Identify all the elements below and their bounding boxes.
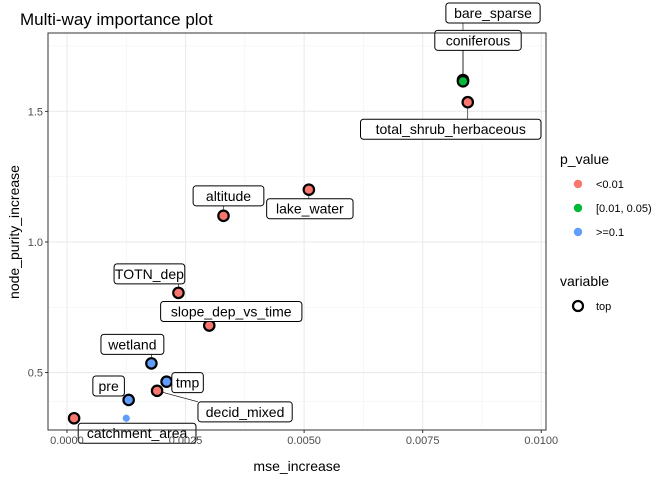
legend-color-title: p_value	[560, 151, 609, 167]
data-point	[150, 384, 164, 398]
point-label-box	[360, 118, 542, 140]
point-label-box	[445, 2, 541, 24]
point-label-box	[100, 333, 165, 355]
data-point	[122, 414, 130, 422]
label-connector	[157, 390, 199, 403]
x-tick-label: 0.0000	[50, 435, 84, 447]
y-axis-title: node_purity_increase	[6, 165, 22, 299]
point-label: lake_water	[276, 201, 344, 217]
point-label: tmp	[176, 375, 200, 391]
point-labels: bare_sparse coniferous total_shrub_herbace…	[77, 2, 542, 444]
data-points	[67, 73, 475, 425]
major-gridlines	[48, 33, 546, 430]
x-tick-label: 0.0100	[524, 435, 558, 447]
point-label: decid_mixed	[206, 404, 285, 420]
point-label: pre	[99, 378, 119, 394]
legend-color-label: >=0.1	[596, 227, 624, 239]
point-label-box	[160, 301, 303, 323]
point-label-box	[92, 375, 125, 397]
legend-color-key	[573, 179, 583, 189]
point-label-box	[266, 198, 354, 220]
panel-border	[47, 32, 547, 431]
data-point	[302, 183, 316, 197]
data-point	[67, 411, 81, 425]
point-label-box	[77, 422, 197, 444]
point-label-box	[197, 401, 293, 423]
x-axis: 0.0000 0.0025 0.0050 0.0075 0.0100	[50, 430, 558, 447]
x-tick-label: 0.0050	[287, 435, 321, 447]
point-label-box	[171, 372, 204, 394]
legend-color-key	[573, 227, 583, 237]
point-label: altitude	[206, 188, 251, 204]
x-tick-label: 0.0025	[169, 435, 203, 447]
point-label: slope_dep_vs_time	[171, 304, 292, 320]
point-label: bare_sparse	[454, 5, 532, 21]
data-point	[456, 75, 470, 88]
legend-color-label: <0.01	[596, 179, 624, 191]
y-axis: 0.5 1.0 1.5	[28, 106, 48, 380]
legend-color-key	[573, 203, 583, 213]
legend-shape-entries: top	[571, 299, 611, 313]
data-point	[122, 393, 135, 407]
point-label: total_shrub_herbaceous	[376, 121, 526, 137]
legend: p_value <0.01[0.01, 0.05)>=0.1 variable …	[560, 151, 652, 313]
legend-shape-key	[571, 299, 585, 313]
point-label-box	[192, 185, 265, 207]
legend-shape-title: variable	[560, 273, 609, 289]
point-label: catchment_area	[87, 425, 188, 441]
data-point	[217, 209, 230, 223]
point-label: wetland	[107, 336, 156, 352]
data-point	[461, 95, 475, 109]
panel-background	[48, 33, 546, 430]
legend-color-entries: <0.01 [0.01, 0.05) >=0.1	[573, 179, 652, 239]
point-label-box	[434, 29, 522, 51]
y-tick-label: 0.5	[28, 368, 43, 380]
plot-area: bare_sparse coniferous total_shrub_herbace…	[47, 2, 547, 444]
x-axis-title: mse_increase	[253, 458, 340, 474]
point-label-box	[113, 263, 186, 285]
legend-shape-label: top	[596, 301, 611, 313]
data-point	[172, 286, 185, 300]
x-tick-label: 0.0075	[406, 435, 440, 447]
point-label: TOTN_dep	[115, 266, 184, 282]
data-point	[160, 375, 173, 388]
point-label: coniferous	[446, 32, 511, 48]
chart-title: Multi-way importance plot	[20, 10, 213, 29]
data-point	[145, 357, 158, 370]
legend-color-label: [0.01, 0.05)	[596, 203, 652, 215]
y-tick-label: 1.5	[28, 106, 43, 118]
y-tick-label: 1.0	[28, 237, 43, 249]
